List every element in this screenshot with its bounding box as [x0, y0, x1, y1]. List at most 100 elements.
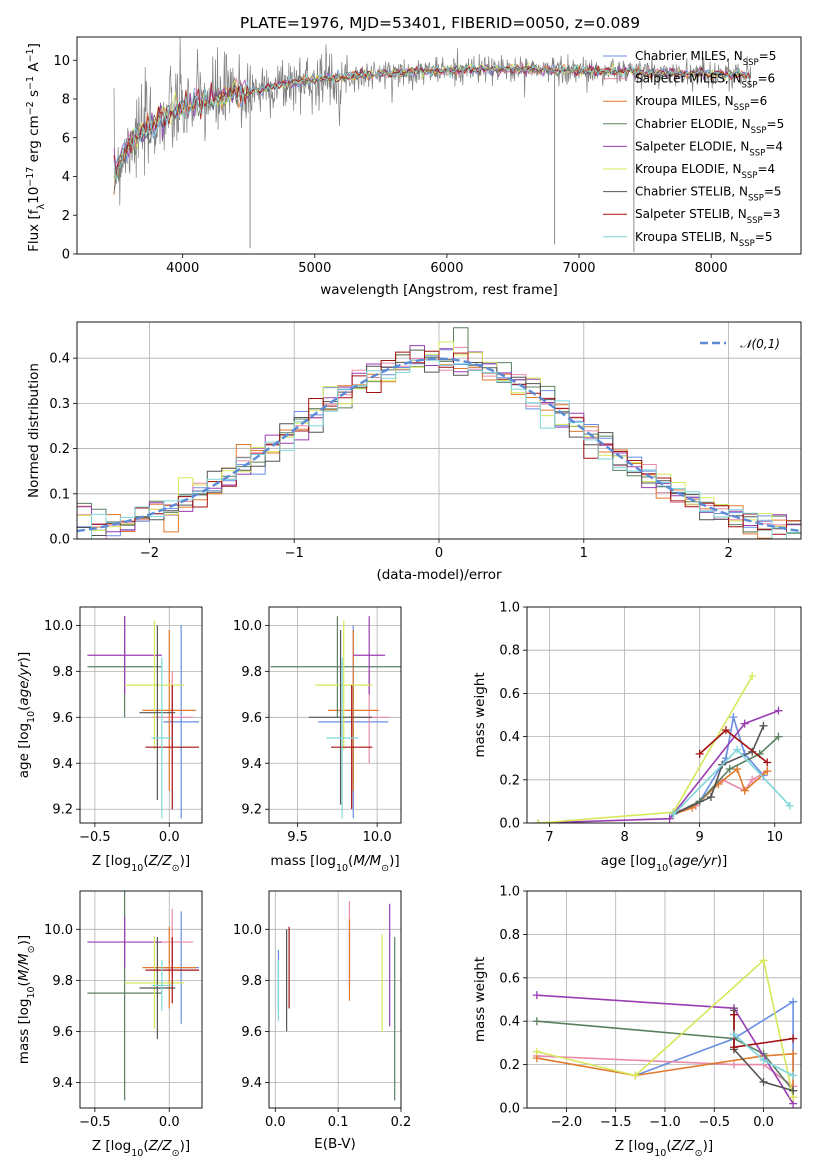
y-tick-label: 1.0 — [499, 885, 520, 900]
y-tick-label: 0.6 — [499, 687, 520, 702]
axes-frame — [268, 606, 402, 824]
data-point-marker — [774, 706, 783, 715]
legend-label: Chabrier ELODIE, NSSP=5 — [635, 117, 784, 136]
y-tick-label: 6 — [62, 131, 70, 146]
legend-label: Chabrier STELIB, NSSP=5 — [635, 185, 782, 204]
x-tick-label: −2 — [140, 546, 159, 561]
data-point-marker — [789, 1086, 798, 1095]
y-axis-label: mass weight — [472, 672, 488, 757]
y-tick-label: 9.6 — [52, 711, 73, 726]
data-point-marker — [740, 719, 749, 728]
x-tick-label: 0.0 — [159, 1115, 180, 1130]
mass-weight-line — [538, 709, 779, 823]
legend-label: Salpeter ELODIE, NSSP=4 — [635, 139, 783, 158]
x-tick-label: 7 — [545, 830, 553, 845]
data-point-marker — [695, 749, 704, 758]
data-point-marker — [759, 1077, 768, 1086]
plot-area — [87, 891, 200, 1101]
residual-histogram-panel: −2 −1 0 1 2 0.0 0.1 0.2 0.3 0.4 𝒩(0,1) (data-model)… — [26, 321, 802, 583]
y-tick-label: 0.4 — [49, 352, 70, 367]
y-tick-label: 10.0 — [44, 619, 73, 634]
data-point-marker — [729, 1060, 738, 1069]
age-vs-mass-panel: 9.5 10.0 9.2 9.4 9.6 9.8 10.0 mass [log10(M/M⊙)… — [233, 606, 402, 874]
axes-frame — [79, 606, 203, 824]
legend-label: Chabrier MILES, NSSP=5 — [635, 49, 776, 68]
x-tick-label: −0.5 — [79, 830, 111, 845]
y-axis-label: age [log10(age/yr)] — [16, 652, 37, 778]
y-tick-label: 0.4 — [499, 1015, 520, 1030]
data-point-marker — [532, 1047, 541, 1056]
data-point-marker — [740, 786, 749, 795]
x-tick-label: 0.1 — [328, 1115, 349, 1130]
y-axis-label: mass weight — [472, 957, 488, 1042]
data-point-marker — [669, 810, 678, 819]
y-tick-label: 0.0 — [49, 533, 70, 548]
legend-label: Kroupa MILES, NSSP=6 — [635, 94, 767, 113]
y-tick-label: 9.8 — [241, 974, 262, 989]
y-tick-label: 0.2 — [49, 442, 70, 457]
x-tick-label: 5000 — [298, 261, 331, 276]
histogram-step — [77, 359, 801, 539]
x-tick-label: −0.5 — [79, 1115, 111, 1130]
axes-frame — [526, 890, 802, 1109]
data-point-marker — [534, 819, 543, 823]
y-tick-label: 9.8 — [241, 665, 262, 680]
data-point-marker — [532, 1017, 541, 1026]
y-tick-label: 9.6 — [52, 1025, 73, 1040]
y-tick-label: 10.0 — [233, 619, 262, 634]
y-tick-label: 0.0 — [499, 817, 520, 832]
y-tick-label: 10.0 — [44, 923, 73, 938]
legend-label: Kroupa STELIB, NSSP=5 — [635, 230, 773, 249]
y-tick-label: 10 — [53, 54, 70, 69]
x-axis-label: (data-model)/error — [376, 567, 502, 583]
plot-area — [77, 327, 801, 539]
mass-vs-z-panel: −0.5 0.0 9.4 9.6 9.8 10.0 Z [log10(Z/Z⊙)] mass … — [16, 890, 203, 1159]
mass-weight-line — [699, 729, 768, 764]
mass-weight-vs-age-panel: 7 8 9 10 0.0 0.2 0.4 0.6 0.8 1.0 mass weight age [l… — [472, 601, 802, 874]
y-tick-label: 0.0 — [499, 1102, 520, 1117]
normal-curve — [77, 357, 801, 533]
data-point-marker — [631, 1071, 640, 1080]
y-tick-label: 4 — [62, 170, 70, 185]
y-tick-label: 8 — [62, 93, 70, 108]
x-axis-label: Z [log10(Z/Z⊙)] — [92, 853, 190, 874]
data-point-marker — [721, 726, 730, 735]
axes-frame — [526, 606, 802, 824]
y-axis-label: Normed distribution — [26, 363, 42, 498]
data-point-marker — [789, 997, 798, 1006]
data-point-marker — [789, 1049, 798, 1058]
x-axis-label: wavelength [Angstrom, rest frame] — [320, 282, 558, 298]
plot-area — [87, 616, 200, 819]
data-point-marker — [759, 956, 768, 965]
y-tick-label: 9.6 — [241, 1025, 262, 1040]
y-tick-label: 0 — [62, 248, 70, 263]
mass-weight-line — [538, 675, 753, 823]
data-point-marker — [729, 713, 738, 722]
mass-weight-line — [536, 958, 794, 1098]
y-tick-label: 9.8 — [52, 974, 73, 989]
y-tick-label: 10.0 — [233, 923, 262, 938]
data-point-marker — [789, 1071, 798, 1080]
x-tick-label: 0.0 — [159, 830, 180, 845]
mass-vs-ebv-panel: 0.0 0.1 0.2 9.4 9.6 9.8 10.0 E(B-V) — [233, 890, 411, 1152]
x-tick-label: −1 — [285, 546, 304, 561]
y-tick-label: 0.6 — [499, 971, 520, 986]
x-tick-label: 2 — [724, 546, 732, 561]
x-tick-label: 7000 — [562, 261, 595, 276]
data-point-marker — [774, 732, 783, 741]
data-point-marker — [789, 1034, 798, 1043]
data-point-marker — [748, 672, 757, 681]
axes-frame — [79, 890, 203, 1109]
histogram-step — [77, 341, 801, 531]
x-tick-label: −2.0 — [551, 1115, 583, 1130]
x-tick-label: 1 — [580, 546, 588, 561]
plot-area — [270, 616, 401, 819]
y-tick-label: 9.4 — [52, 757, 73, 772]
y-tick-label: 0.1 — [49, 487, 70, 502]
x-axis-label: age [log10(age/yr)] — [601, 853, 727, 874]
data-point-marker — [725, 765, 734, 773]
y-tick-label: 9.4 — [241, 1076, 262, 1091]
legend-label: Salpeter MILES, NSSP=6 — [635, 72, 775, 91]
x-tick-label: 0.0 — [265, 1115, 286, 1130]
